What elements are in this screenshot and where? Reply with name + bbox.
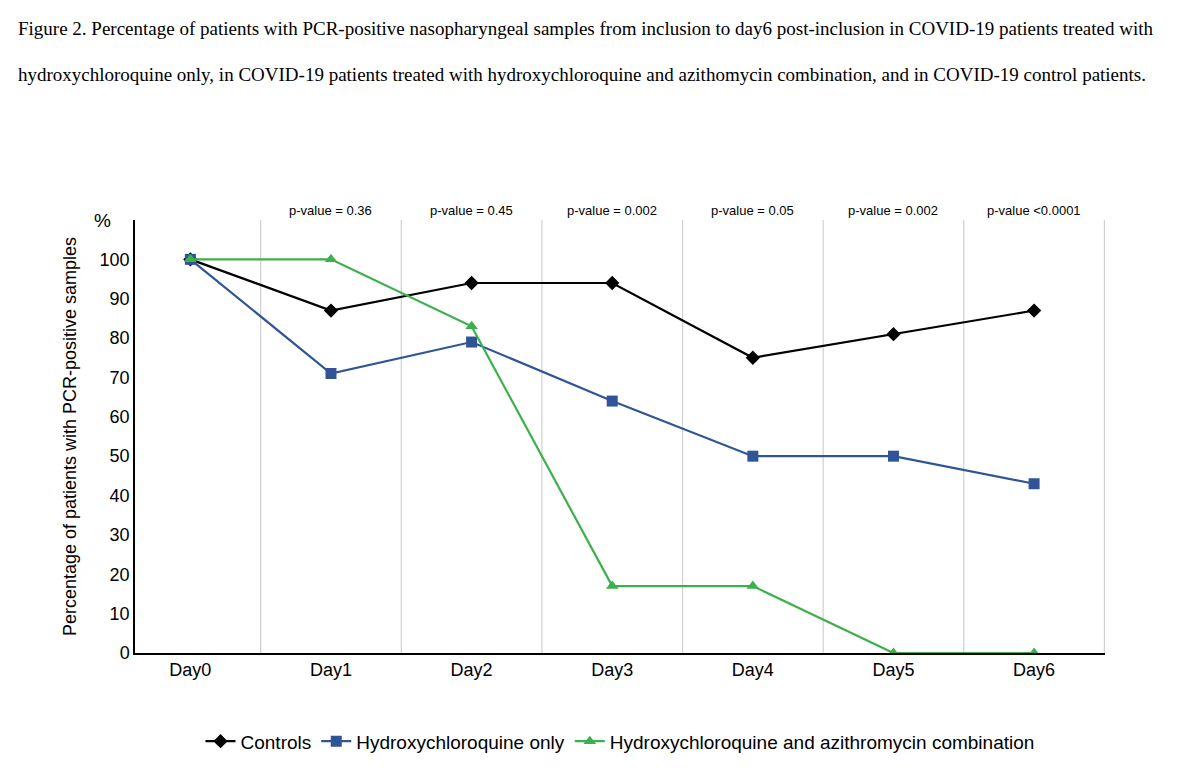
svg-text:80: 80 <box>110 328 130 348</box>
html-text:Figure 2. Percentage of patien: Figure 2. Percentage of patients with PC… <box>18 18 1153 85</box>
svg-text:p-value = 0.45: p-value = 0.45 <box>430 203 513 218</box>
svg-text:0: 0 <box>120 643 130 663</box>
svg-text:30: 30 <box>110 525 130 545</box>
svg-text:90: 90 <box>110 289 130 309</box>
svg-text:60: 60 <box>110 407 130 427</box>
svg-text:50: 50 <box>110 446 130 466</box>
svg-text:Day1: Day1 <box>310 660 352 680</box>
svg-text:p-value <0.0001: p-value <0.0001 <box>987 203 1081 218</box>
svg-text:Day3: Day3 <box>591 660 633 680</box>
svg-text:Hydroxychloroquine and azithro: Hydroxychloroquine and azithromycin comb… <box>610 732 1035 753</box>
svg-text:40: 40 <box>110 486 130 506</box>
svg-text:Controls: Controls <box>241 732 312 753</box>
svg-text:Day2: Day2 <box>451 660 493 680</box>
svg-text:Day6: Day6 <box>1013 660 1055 680</box>
svg-text:%: % <box>94 210 111 231</box>
svg-text:Day5: Day5 <box>872 660 914 680</box>
svg-text:Day4: Day4 <box>732 660 774 680</box>
svg-text:Percentage of patients with PC: Percentage of patients with PCR-positive… <box>60 237 80 636</box>
svg-text:p-value = 0.36: p-value = 0.36 <box>289 203 372 218</box>
svg-text:p-value = 0.002: p-value = 0.002 <box>567 203 657 218</box>
svg-text:Day0: Day0 <box>169 660 211 680</box>
svg-text:p-value = 0.05: p-value = 0.05 <box>711 203 794 218</box>
svg-text:Hydroxychloroquine only: Hydroxychloroquine only <box>356 732 565 753</box>
svg-text:10: 10 <box>110 604 130 624</box>
svg-text:100: 100 <box>100 250 130 270</box>
svg-text:70: 70 <box>110 368 130 388</box>
svg-text:20: 20 <box>110 565 130 585</box>
svg-text:p-value = 0.002: p-value = 0.002 <box>848 203 938 218</box>
